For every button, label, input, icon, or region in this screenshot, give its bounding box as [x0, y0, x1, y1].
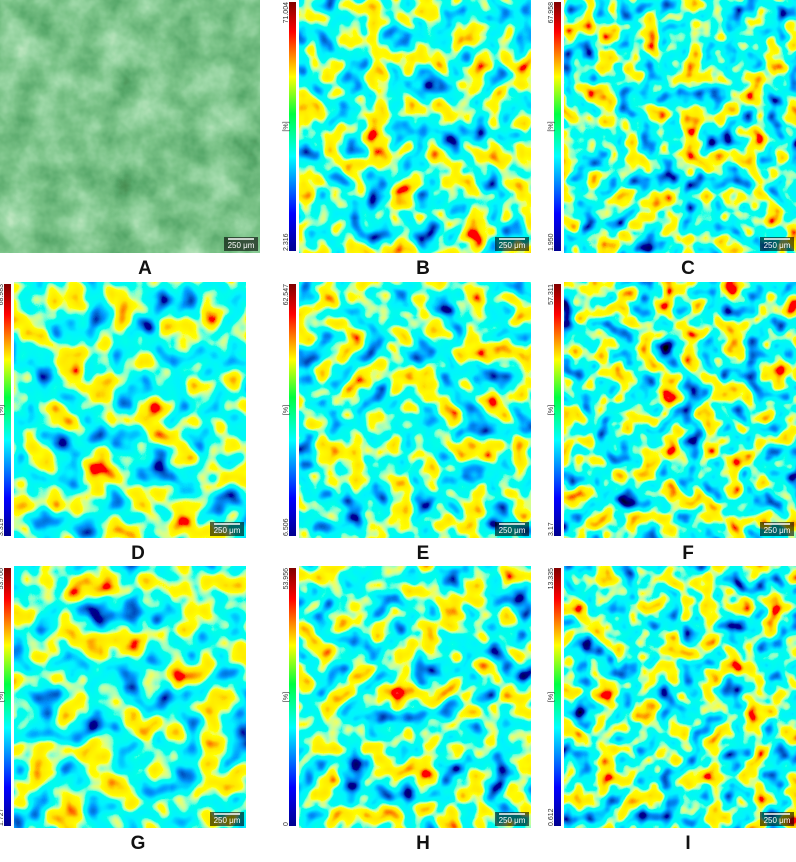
panel-image [14, 282, 246, 538]
scale-bar-label: 250 μm [214, 816, 241, 825]
panel: 250 μm A [0, 0, 260, 279]
colorbar-unit: [%] [548, 692, 555, 702]
scale-bar-label: 250 μm [499, 816, 526, 825]
scale-bar-label: 250 μm [764, 816, 791, 825]
colorbar-min: 6.506 [283, 518, 290, 536]
colorbar-unit: [%] [0, 405, 5, 415]
panel: 53.706 1.727 [%] 250 μm G [0, 566, 246, 854]
scale-bar-bg [210, 522, 244, 536]
panel-image [299, 282, 531, 538]
scale-bar-bg [224, 237, 258, 251]
panel-label: C [681, 258, 695, 279]
colorbar-min: 3.319 [0, 518, 5, 536]
colorbar-min: 0.612 [548, 808, 555, 826]
panel-label: F [682, 543, 694, 564]
panel-label: B [416, 258, 430, 279]
colorbar [289, 284, 296, 536]
panel-image [14, 566, 246, 828]
colorbar-unit: [%] [283, 692, 290, 702]
panel-image [564, 0, 796, 253]
colorbar [289, 2, 296, 251]
colorbar-max: 53.706 [0, 568, 5, 590]
scale-bar-label: 250 μm [499, 241, 526, 250]
panel-label: A [138, 258, 152, 279]
colorbar-max: 13.335 [548, 568, 555, 590]
colorbar-max: 71.004 [283, 2, 290, 24]
colorbar-unit: [%] [548, 121, 555, 131]
colorbar [4, 568, 11, 826]
panel: 68.983 3.319 [%] 250 μm D [0, 282, 246, 564]
panel-image [564, 566, 796, 828]
colorbar-min: 0 [283, 822, 290, 826]
panel-label: D [131, 543, 145, 564]
colorbar-max: 68.983 [0, 284, 5, 306]
panel: 67.958 1.950 [%] 250 μm C [548, 0, 796, 279]
colorbar [4, 284, 11, 536]
panel-label: I [685, 833, 690, 854]
panel: 53.956 0 [%] 250 μm H [283, 566, 531, 854]
colorbar-max: 57.311 [548, 284, 555, 305]
scale-bar-label: 250 μm [214, 526, 241, 535]
colorbar [289, 568, 296, 826]
colorbar-min: 2.316 [283, 233, 290, 251]
colorbar [554, 284, 561, 536]
panel-image [0, 0, 260, 253]
panel-image [564, 282, 796, 538]
colorbar-unit: [%] [0, 692, 5, 702]
panel: 13.335 0.612 [%] 250 μm I [548, 566, 796, 854]
colorbar [554, 2, 561, 251]
colorbar-max: 53.956 [283, 568, 290, 590]
colorbar [554, 568, 561, 826]
scale-bar-bg [760, 522, 794, 536]
colorbar-max: 67.958 [548, 2, 555, 24]
scale-bar-bg [210, 812, 244, 826]
scale-bar-bg [760, 812, 794, 826]
colorbar-min: 1.950 [548, 233, 555, 251]
scale-bar-label: 250 μm [764, 241, 791, 250]
panel-label: E [417, 543, 430, 564]
colorbar-min: 3.17 [548, 522, 555, 536]
panel: 71.004 2.316 [%] 250 μm B [283, 0, 531, 279]
scale-bar-label: 250 μm [499, 526, 526, 535]
panel: 62.547 6.506 [%] 250 μm E [283, 282, 531, 564]
colorbar-max: 62.547 [283, 284, 290, 306]
scale-bar-label: 250 μm [228, 241, 255, 250]
panel-image [299, 566, 531, 828]
scale-bar-bg [495, 812, 529, 826]
colorbar-unit: [%] [283, 405, 290, 415]
panel: 57.311 3.17 [%] 250 μm F [548, 282, 796, 564]
colorbar-min: 1.727 [0, 808, 5, 826]
panel-label: H [416, 833, 430, 854]
scale-bar-bg [760, 237, 794, 251]
scale-bar-label: 250 μm [764, 526, 791, 535]
scale-bar-bg [495, 522, 529, 536]
scale-bar-bg [495, 237, 529, 251]
colorbar-unit: [%] [283, 121, 290, 131]
panel-image [299, 0, 531, 253]
colorbar-unit: [%] [548, 405, 555, 415]
panel-label: G [131, 833, 146, 854]
